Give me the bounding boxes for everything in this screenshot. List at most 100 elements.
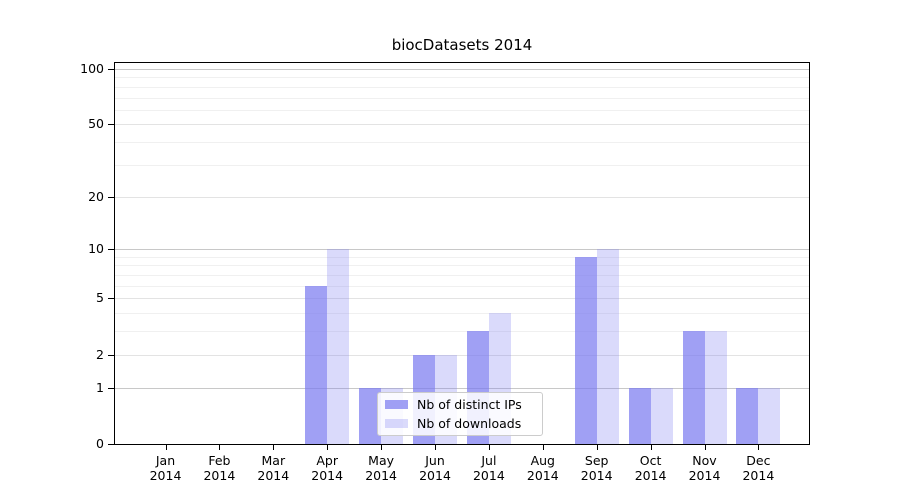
x-tick-year: 2014 (580, 468, 613, 483)
legend-item-downloads: Nb of downloads (385, 416, 534, 431)
x-tick-mark (273, 445, 275, 450)
bar-downloads (758, 387, 781, 444)
x-tick-month: Dec (746, 453, 771, 468)
y-tick-mark (108, 387, 114, 389)
major-gridline (115, 249, 809, 251)
bar-distinct-ips (628, 387, 651, 444)
x-tick-year: 2014 (742, 468, 775, 483)
major-gridline (115, 387, 809, 389)
mid-gridline (115, 196, 809, 198)
x-tick-label: Jul 2014 (459, 453, 519, 483)
legend-swatch-distinct-ips-icon (385, 400, 408, 409)
x-tick-year: 2014 (311, 468, 344, 483)
x-tick-mark (758, 445, 760, 450)
x-tick-year: 2014 (634, 468, 667, 483)
mid-gridline (115, 298, 809, 300)
bar-downloads (327, 249, 350, 444)
x-tick-year: 2014 (419, 468, 451, 483)
y-tick-mark (108, 444, 114, 445)
x-tick-mark (327, 445, 329, 450)
bar-downloads (704, 331, 727, 444)
major-gridline (115, 68, 809, 70)
bar-distinct-ips (359, 387, 382, 444)
x-tick-label: Apr 2014 (297, 453, 357, 483)
y-tick-label: 0 (96, 436, 104, 451)
x-tick-label: May 2014 (351, 453, 411, 483)
bar-distinct-ips (574, 256, 597, 444)
x-tick-label: Jun 2014 (405, 453, 465, 483)
x-tick-month: Aug (530, 453, 555, 468)
mid-gridline (115, 124, 809, 126)
x-tick-mark (435, 445, 436, 450)
x-tick-year: 2014 (149, 468, 182, 483)
x-tick-month: Jul (481, 453, 497, 468)
x-tick-year: 2014 (688, 468, 721, 483)
minor-gridline (115, 275, 809, 277)
x-tick-year: 2014 (526, 468, 559, 483)
minor-gridline (115, 265, 809, 267)
y-tick-label: 2 (96, 346, 104, 362)
y-tick-label: 50 (88, 116, 104, 132)
chart-title: biocDatasets 2014 (391, 36, 533, 54)
y-tick-label: 10 (88, 241, 104, 257)
x-tick-mark (542, 445, 544, 450)
x-tick-label: Sep 2014 (567, 453, 627, 483)
x-tick-label: Jan 2014 (136, 453, 196, 483)
x-tick-label: Nov 2014 (675, 453, 735, 483)
bar-distinct-ips (305, 285, 328, 444)
y-tick-mark (108, 68, 114, 70)
x-tick-label: Aug 2014 (513, 453, 573, 483)
x-tick-mark (165, 445, 167, 450)
x-tick-label: Feb 2014 (189, 453, 249, 483)
legend-label-distinct-ips: Nb of distinct IPs (417, 397, 522, 412)
bar-distinct-ips (682, 331, 705, 444)
minor-gridline (115, 164, 809, 166)
x-tick-mark (488, 445, 490, 450)
y-tick-mark (108, 249, 114, 251)
x-tick-mark (704, 445, 706, 450)
bar-distinct-ips (736, 387, 759, 444)
x-tick-month: Oct (639, 453, 662, 468)
minor-gridline (115, 256, 809, 258)
y-tick-mark (108, 196, 114, 198)
minor-gridline (115, 109, 809, 111)
bar-downloads (650, 387, 673, 444)
x-tick-mark (596, 445, 598, 450)
mid-gridline (115, 354, 809, 356)
y-tick-mark (108, 298, 114, 300)
y-tick-label: 1 (96, 379, 104, 395)
minor-gridline (115, 97, 809, 99)
y-tick-label: 100 (80, 60, 104, 76)
x-tick-label: Mar 2014 (243, 453, 303, 483)
bar-downloads (596, 249, 619, 444)
x-tick-label: Dec 2014 (728, 453, 788, 483)
legend: Nb of distinct IPs Nb of downloads (377, 392, 543, 436)
x-tick-month: Apr (316, 453, 338, 468)
minor-gridline (115, 331, 809, 333)
x-tick-month: Sep (584, 453, 609, 468)
x-tick-month: Jan (155, 453, 176, 468)
plot-area: Nb of distinct IPs Nb of downloads (114, 62, 810, 445)
x-tick-month: Feb (208, 453, 231, 468)
x-tick-month: Jun (425, 453, 445, 468)
x-tick-year: 2014 (365, 468, 397, 483)
minor-gridline (115, 313, 809, 315)
legend-label-downloads: Nb of downloads (417, 416, 522, 431)
x-tick-month: Mar (261, 453, 286, 468)
minor-gridline (115, 77, 809, 79)
y-tick-label: 20 (88, 188, 104, 204)
y-tick-mark (108, 354, 114, 356)
x-tick-month: May (368, 453, 395, 468)
x-tick-year: 2014 (257, 468, 290, 483)
x-tick-mark (381, 445, 383, 450)
x-tick-year: 2014 (203, 468, 236, 483)
x-tick-year: 2014 (472, 468, 505, 483)
x-tick-month: Nov (692, 453, 717, 468)
legend-item-distinct-ips: Nb of distinct IPs (385, 397, 534, 412)
y-tick-label: 5 (96, 290, 104, 306)
minor-gridline (115, 285, 809, 287)
x-tick-label: Oct 2014 (621, 453, 681, 483)
x-tick-mark (650, 445, 652, 450)
y-tick-mark (108, 124, 114, 126)
